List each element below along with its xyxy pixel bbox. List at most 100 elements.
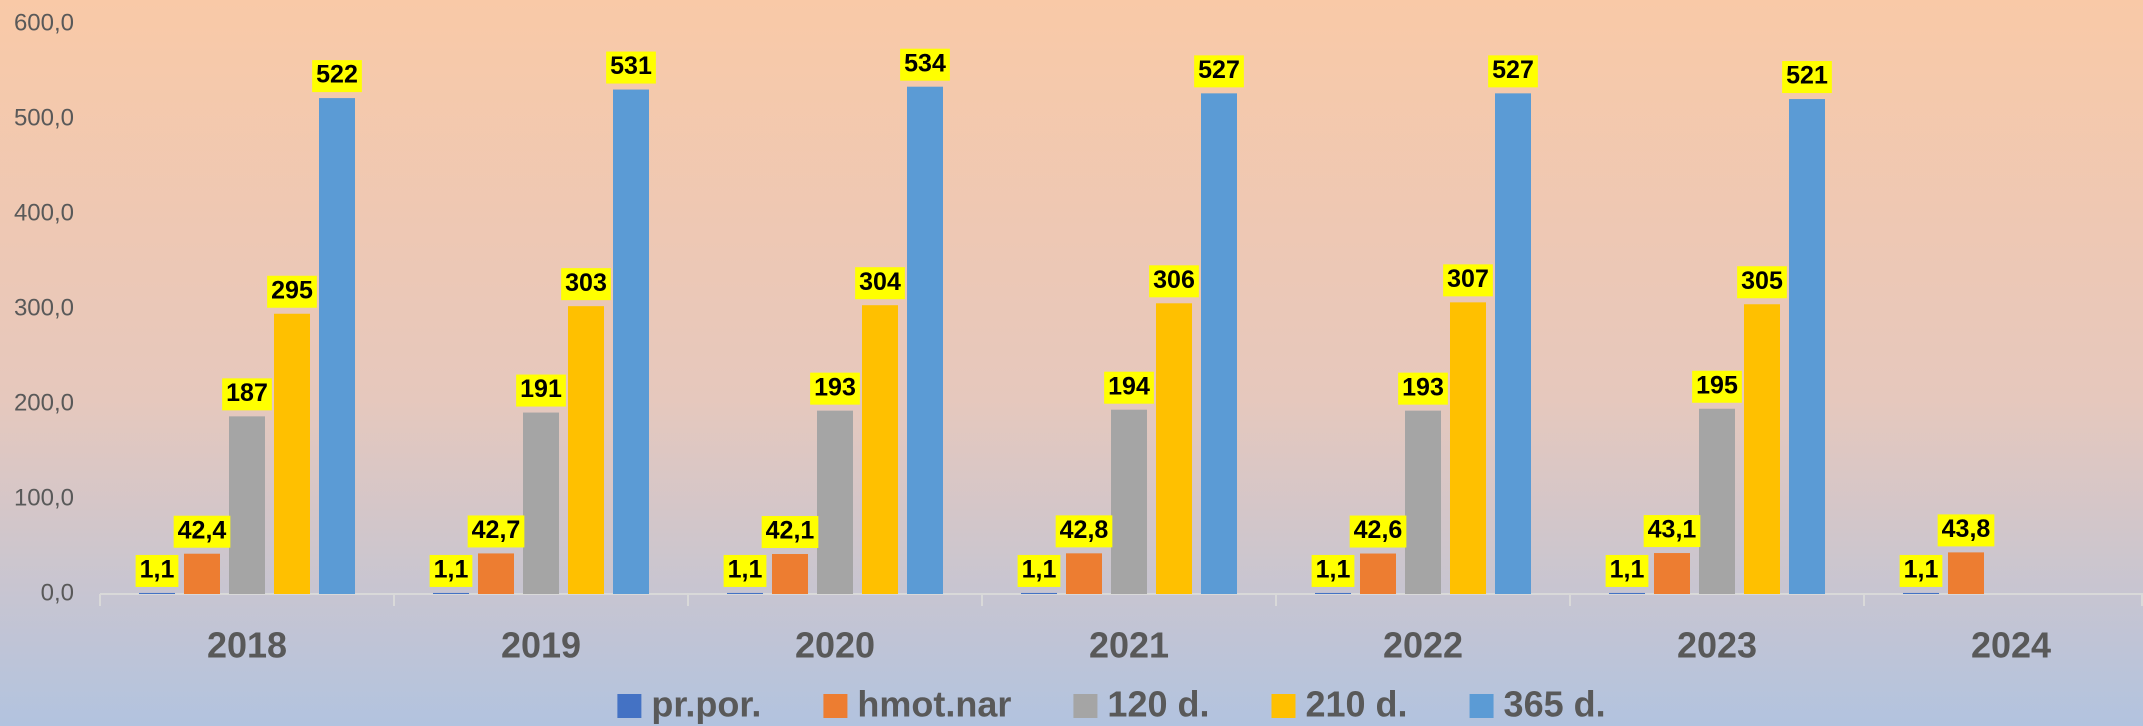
- bar: [523, 412, 559, 594]
- y-tick-label: 200,0: [14, 389, 74, 416]
- data-label-bg: [900, 48, 950, 81]
- x-tick-label: 2023: [1677, 625, 1757, 666]
- data-label-bg: [561, 268, 611, 301]
- y-tick-label: 400,0: [14, 199, 74, 226]
- legend-swatch: [617, 694, 642, 718]
- data-label: 1,1: [434, 556, 469, 584]
- bar: [1360, 553, 1396, 594]
- bar: [568, 306, 604, 594]
- data-label-bg: [1055, 515, 1113, 548]
- data-label-bg: [267, 275, 317, 308]
- bar: [229, 416, 265, 594]
- data-label-bg: [173, 515, 231, 548]
- y-tick-label: 300,0: [14, 294, 74, 321]
- y-tick-label: 100,0: [14, 484, 74, 511]
- data-label: 42,4: [178, 516, 227, 544]
- data-label: 304: [859, 268, 901, 296]
- legend-label: 120 d.: [1107, 684, 1209, 725]
- bar: [1789, 99, 1825, 595]
- data-label: 1,1: [728, 556, 763, 584]
- data-label: 307: [1447, 265, 1489, 293]
- y-tick-label: 500,0: [14, 104, 74, 131]
- legend-swatch: [1469, 694, 1494, 718]
- data-label: 1,1: [1316, 556, 1351, 584]
- x-tick-label: 2021: [1089, 625, 1169, 666]
- data-label: 42,8: [1060, 516, 1109, 544]
- data-label-bg: [1643, 515, 1701, 548]
- data-label: 187: [226, 379, 268, 407]
- data-label-bg: [1194, 55, 1244, 88]
- data-label-bg: [855, 267, 905, 300]
- data-label-bg: [1937, 514, 1995, 547]
- legend-label: pr.por.: [651, 684, 761, 725]
- legend-label: hmot.nar: [857, 684, 1011, 725]
- bar: [1699, 408, 1735, 594]
- data-label-bg: [1017, 554, 1061, 587]
- data-label: 42,1: [766, 517, 815, 545]
- data-label-bg: [1899, 554, 1943, 587]
- bar: [1948, 552, 1984, 594]
- data-label: 522: [316, 61, 358, 89]
- bar: [1495, 93, 1531, 594]
- x-tick-label: 2024: [1971, 625, 2051, 666]
- data-label: 1,1: [1022, 556, 1057, 584]
- data-label: 521: [1786, 62, 1828, 90]
- bar: [139, 592, 175, 594]
- data-label-bg: [1443, 264, 1493, 297]
- data-label: 531: [610, 52, 652, 80]
- legend-swatch: [823, 694, 848, 718]
- data-label: 527: [1198, 56, 1240, 84]
- bar: [772, 554, 808, 594]
- bar: [1201, 93, 1237, 594]
- data-label: 1,1: [140, 556, 175, 584]
- bar: [319, 98, 355, 594]
- x-tick-label: 2022: [1383, 625, 1463, 666]
- bar: [1744, 304, 1780, 594]
- bar: [1450, 302, 1486, 594]
- data-label-bg: [1349, 515, 1407, 548]
- bar: [274, 313, 310, 594]
- bar: [907, 86, 943, 594]
- data-label-bg: [1398, 372, 1448, 405]
- data-label-bg: [1488, 55, 1538, 88]
- bar: [1021, 592, 1057, 594]
- x-tick-label: 2019: [501, 625, 581, 666]
- legend-label: 365 d.: [1504, 684, 1606, 725]
- y-tick-label: 0,0: [41, 579, 74, 606]
- y-tick-label: 600,0: [14, 9, 74, 36]
- data-label: 43,8: [1942, 515, 1991, 543]
- bar: [1066, 553, 1102, 594]
- data-label: 306: [1153, 266, 1195, 294]
- bar: [184, 553, 220, 594]
- legend-label: 210 d.: [1305, 684, 1407, 725]
- data-label: 194: [1108, 372, 1150, 400]
- data-label-bg: [810, 372, 860, 405]
- data-label-bg: [135, 554, 179, 587]
- x-tick-label: 2020: [795, 625, 875, 666]
- data-label-bg: [467, 515, 525, 548]
- data-label: 42,7: [472, 516, 521, 544]
- data-label-bg: [1782, 61, 1832, 94]
- bar: [433, 592, 469, 594]
- data-label-bg: [516, 374, 566, 407]
- bar: [1315, 592, 1351, 594]
- data-label-bg: [1311, 554, 1355, 587]
- bar: [1609, 592, 1645, 594]
- data-label: 534: [904, 49, 946, 77]
- data-label-bg: [723, 554, 767, 587]
- legend-swatch: [1271, 694, 1296, 718]
- data-label-bg: [1149, 265, 1199, 298]
- bar: [1111, 409, 1147, 594]
- data-label: 191: [520, 375, 562, 403]
- bar: [1156, 303, 1192, 594]
- data-label: 42,6: [1354, 516, 1403, 544]
- x-tick-label: 2018: [207, 625, 287, 666]
- bar: [478, 553, 514, 594]
- bar: [1903, 592, 1939, 594]
- bar: [1405, 410, 1441, 594]
- bar: [613, 89, 649, 595]
- data-label: 195: [1696, 371, 1738, 399]
- data-label: 303: [565, 269, 607, 297]
